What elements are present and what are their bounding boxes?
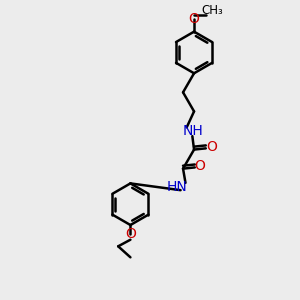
Text: O: O <box>206 140 217 154</box>
Text: O: O <box>195 159 206 173</box>
Text: HN: HN <box>167 179 187 194</box>
Text: NH: NH <box>183 124 204 138</box>
Text: O: O <box>125 227 136 241</box>
Text: O: O <box>189 12 200 26</box>
Text: CH₃: CH₃ <box>202 4 223 17</box>
